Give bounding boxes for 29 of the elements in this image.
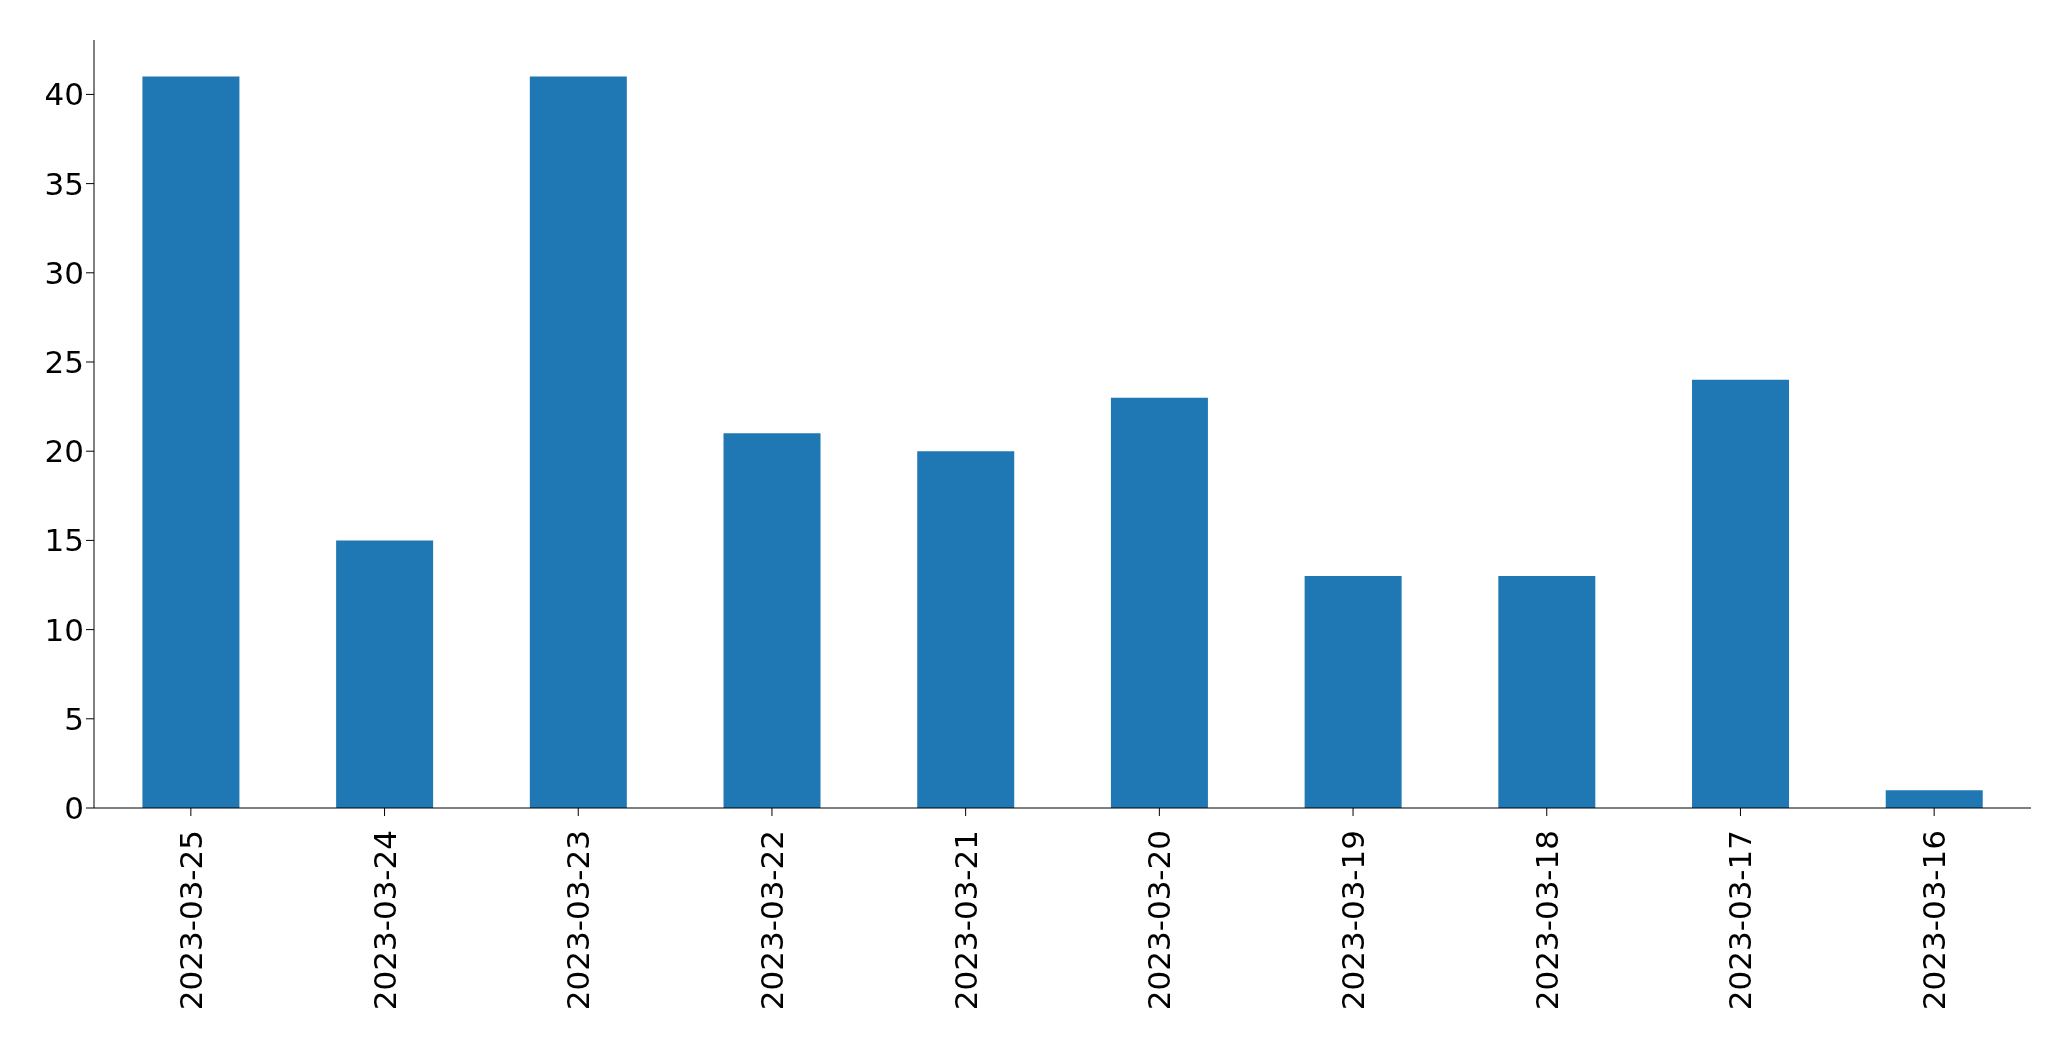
x-tick-label: 2023-03-17 [1722,830,1759,1011]
bar [529,76,627,808]
y-tick-label: 30 [44,254,84,291]
x-tick-label: 2023-03-24 [366,830,403,1011]
y-tick-label: 15 [44,522,84,559]
y-tick-label: 5 [64,700,84,737]
x-tick-label: 2023-03-25 [172,830,209,1011]
bar [917,451,1015,808]
y-tick-label: 0 [64,790,84,827]
y-tick-label: 25 [44,344,84,381]
x-tick-label: 2023-03-18 [1528,830,1565,1011]
y-tick-label: 20 [44,433,84,470]
bar [1304,576,1402,808]
y-tick-label: 10 [44,611,84,648]
x-tick-label: 2023-03-20 [1141,830,1178,1011]
x-tick-label: 2023-03-16 [1916,830,1953,1011]
x-tick-label: 2023-03-19 [1335,830,1372,1011]
bar [1110,397,1208,808]
x-tick-label: 2023-03-21 [947,830,984,1011]
y-tick-label: 35 [44,165,84,202]
bar [1692,379,1790,808]
bar [142,76,240,808]
x-tick-label: 2023-03-22 [753,830,790,1011]
bar [723,433,821,808]
bar [1498,576,1596,808]
x-tick-label: 2023-03-23 [560,830,597,1011]
bar [1885,790,1983,808]
y-tick-label: 40 [44,76,84,113]
bar [336,540,434,808]
